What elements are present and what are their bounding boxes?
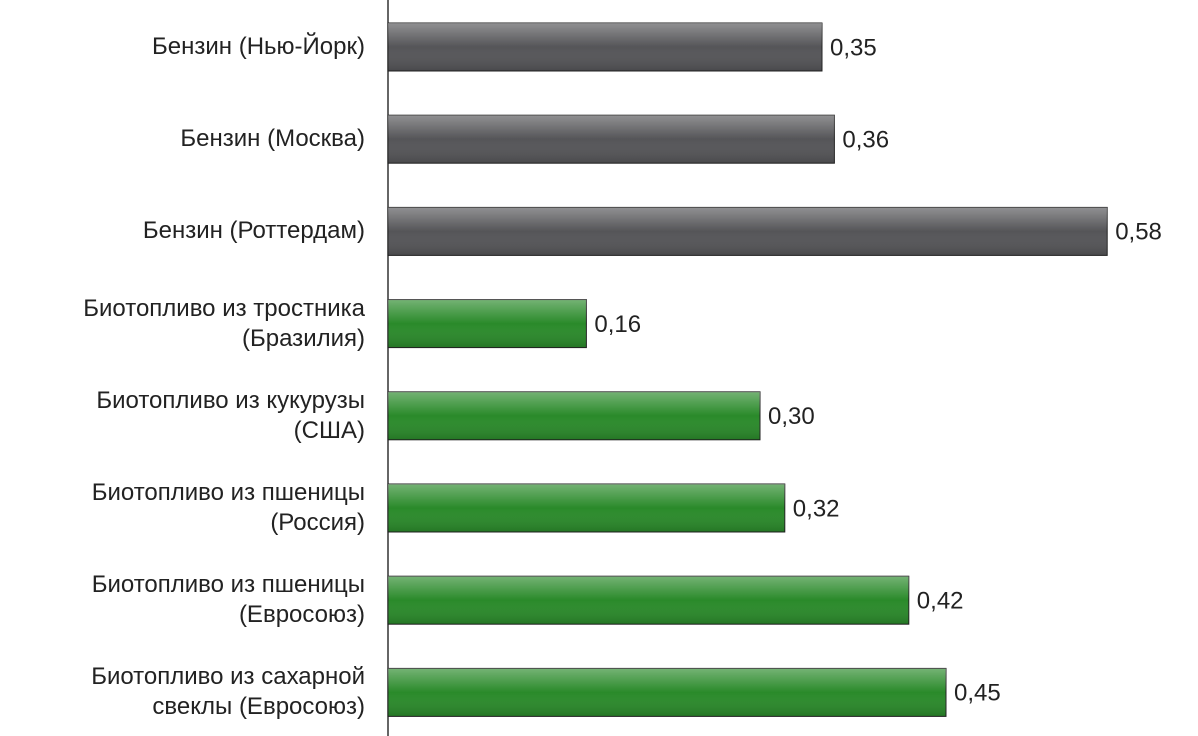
value-label: 0,45 [954,680,1001,707]
category-label: Бензин (Нью-Йорк) [152,33,365,60]
bar-shine [388,299,587,348]
category-label: Биотопливо из пшеницы (Евросоюз) [91,571,365,629]
value-label: 0,42 [917,588,964,615]
bar-shine [388,207,1108,256]
category-label: Биотопливо из тростника (Бразилия) [83,294,365,352]
bar-shine [388,668,946,717]
bar-shine [388,115,835,164]
value-label: 0,16 [594,311,641,338]
category-label: Бензин (Москва) [180,125,365,153]
bar-shine [388,23,822,71]
bar-shine [388,576,909,625]
category-label: Биотопливо из кукурузы (США) [96,386,365,444]
category-label: Бензин (Роттердам) [142,217,365,245]
value-label: 0,32 [793,495,840,522]
value-label: 0,35 [830,34,877,61]
bar-shine [388,484,785,532]
category-label: Биотопливо из пшеницы (Россия) [91,479,365,536]
category-label: Биотопливо из сахарной свеклы (Евросоюз) [91,663,365,721]
value-label: 0,36 [842,127,889,154]
value-label: 0,30 [768,403,815,430]
value-label: 0,58 [1115,219,1162,246]
bar-shine [388,391,760,440]
